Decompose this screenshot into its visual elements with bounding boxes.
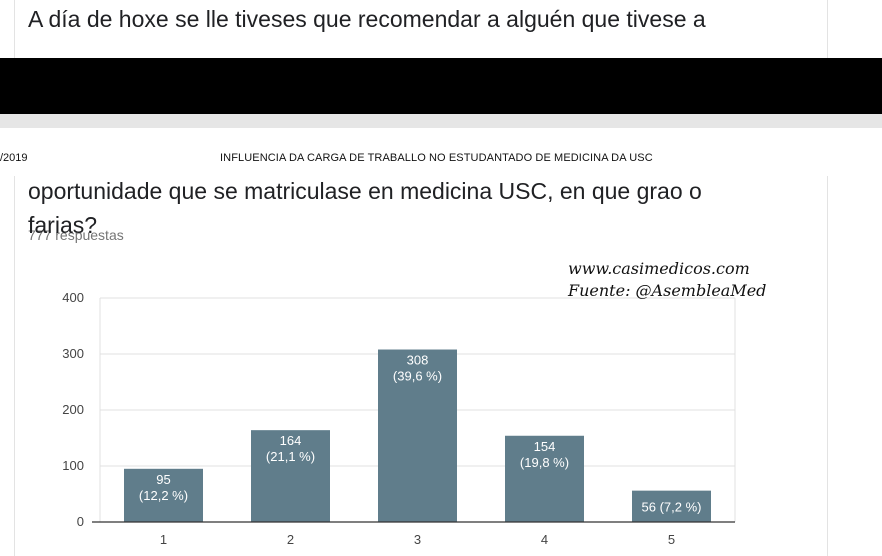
data-label: 154: [534, 439, 556, 454]
data-label: (12,2 %): [139, 488, 188, 503]
page-break: [0, 114, 882, 128]
data-label: (19,8 %): [520, 455, 569, 470]
card-border-left: [14, 176, 15, 556]
data-label: (39,6 %): [393, 369, 442, 384]
watermark: www.casimedicos.com Fuente: @AsembleaMed: [568, 258, 766, 302]
redaction-bar: [0, 58, 882, 114]
card-border-right: [827, 176, 828, 556]
x-tick-label: 3: [414, 532, 421, 547]
bar: [251, 430, 330, 522]
y-tick-label: 200: [62, 402, 84, 417]
card-border-left: [14, 0, 15, 58]
question-text-line2: farias?: [28, 212, 98, 238]
x-tick-label: 5: [668, 532, 675, 547]
print-header: INFLUENCIA DA CARGA DE TRABALLO NO ESTUD…: [220, 152, 653, 164]
data-label: 56 (7,2 %): [642, 499, 702, 514]
card-border-right: [827, 0, 828, 58]
question-text-line1: oportunidade que se matriculase en medic…: [28, 178, 702, 204]
print-date: /2019: [0, 152, 28, 164]
bar: [505, 435, 584, 522]
x-tick-label: 4: [541, 532, 548, 547]
question-text-top: A día de hoxe se lle tiveses que recomen…: [28, 6, 706, 32]
x-tick-label: 2: [287, 532, 294, 547]
watermark-source: Fuente: @AsembleaMed: [568, 281, 767, 300]
x-tick-label: 1: [160, 532, 167, 547]
bar: [632, 490, 711, 522]
data-label: 164: [280, 433, 302, 448]
y-tick-label: 300: [62, 346, 84, 361]
bar: [378, 349, 457, 522]
y-tick-label: 0: [77, 514, 84, 529]
y-tick-label: 400: [62, 290, 84, 305]
data-label: 308: [407, 353, 429, 368]
watermark-site: www.casimedicos.com: [568, 259, 750, 278]
y-tick-label: 100: [62, 458, 84, 473]
responses-count: 777 respuestas: [28, 227, 124, 243]
data-label: 95: [156, 472, 170, 487]
bar: [124, 468, 203, 522]
data-label: (21,1 %): [266, 449, 315, 464]
question-card-top: A día de hoxe se lle tiveses que recomen…: [0, 0, 882, 58]
